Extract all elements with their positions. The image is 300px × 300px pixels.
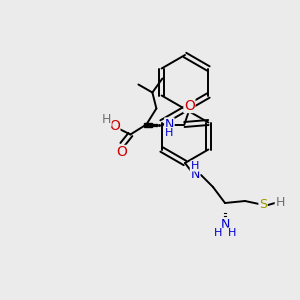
Text: O: O — [109, 118, 120, 133]
Text: H: H — [214, 228, 222, 238]
Text: S: S — [259, 199, 267, 212]
Text: H: H — [102, 113, 111, 126]
Text: H: H — [191, 161, 199, 171]
Text: O: O — [116, 146, 127, 160]
Text: N: N — [165, 118, 174, 131]
Text: H: H — [275, 196, 285, 208]
Text: N: N — [190, 169, 200, 182]
Text: O: O — [184, 98, 195, 112]
Text: H: H — [165, 128, 174, 137]
Text: N: N — [220, 218, 230, 232]
Text: H: H — [228, 228, 236, 238]
